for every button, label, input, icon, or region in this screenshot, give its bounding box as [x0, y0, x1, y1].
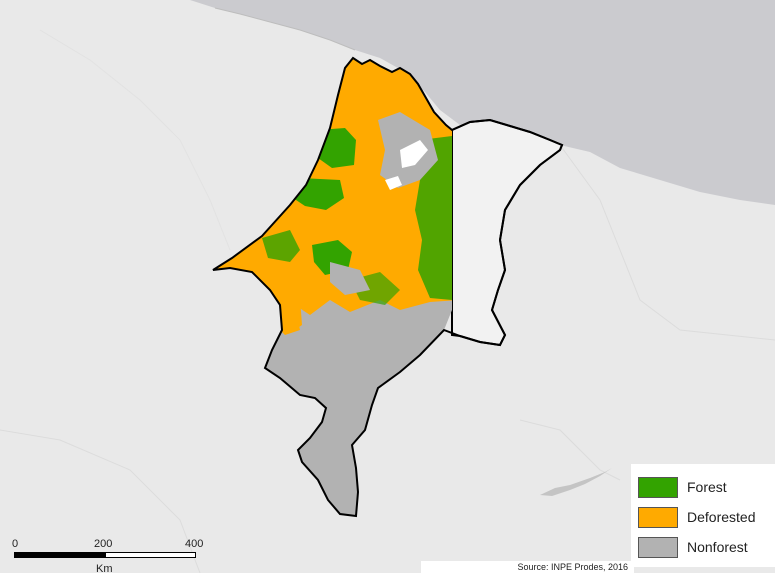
source-caption: Source: INPE Prodes, 2016 — [421, 561, 634, 573]
background-boundary — [559, 144, 775, 341]
neighbor-state — [451, 118, 564, 347]
background-boundary — [39, 29, 231, 251]
scale-segment-black — [14, 552, 105, 558]
nonforest-swatch — [638, 536, 678, 558]
state-land-cover — [213, 58, 452, 516]
background-boundary — [519, 419, 621, 481]
legend-label: Nonforest — [687, 539, 748, 555]
background-boundary — [0, 429, 201, 573]
scale-tick-label: 400 — [185, 538, 204, 550]
deforested-swatch — [638, 506, 678, 528]
legend-item-nonforest: Nonforest — [638, 536, 748, 558]
scale-tick-label: 200 — [94, 538, 113, 550]
reservoir — [540, 468, 612, 496]
legend-label: Forest — [687, 479, 727, 495]
map-legend: Forest Deforested Nonforest — [631, 464, 775, 567]
ocean — [190, 0, 775, 205]
scale-unit-label: Km — [96, 563, 113, 573]
legend-label: Deforested — [687, 509, 756, 525]
coastline — [214, 7, 356, 51]
scale-bar: 0 200 400 Km — [12, 538, 212, 573]
scale-tick-label: 0 — [12, 538, 19, 550]
forest-swatch — [638, 476, 678, 498]
legend-item-deforested: Deforested — [638, 506, 755, 528]
scale-segment-white — [105, 552, 196, 558]
state-outline[interactable] — [212, 56, 564, 518]
legend-item-forest: Forest — [638, 476, 727, 498]
